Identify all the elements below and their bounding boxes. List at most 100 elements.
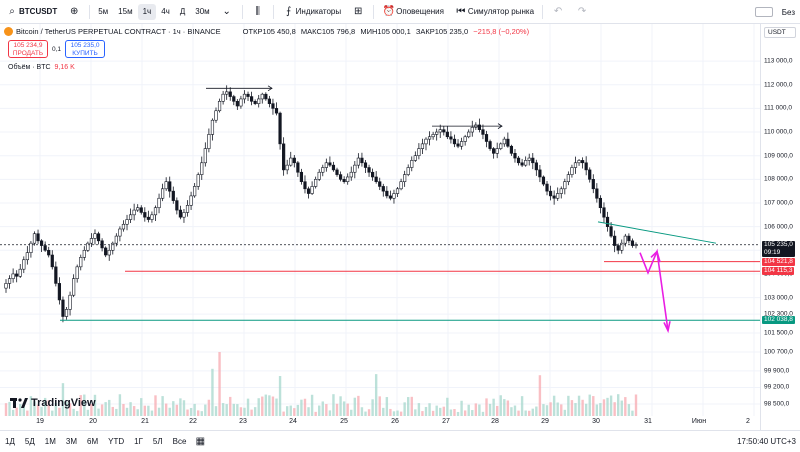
time-tick-label: 19 — [36, 418, 44, 425]
candle-body — [602, 207, 606, 218]
candle-body — [168, 181, 172, 192]
volume-bar — [503, 399, 506, 416]
time-tick-label: 24 — [289, 418, 297, 425]
volume-bar — [246, 398, 250, 416]
candle-body — [403, 174, 407, 183]
candle-body — [395, 188, 400, 194]
candle-body — [431, 134, 435, 138]
chart-type-button[interactable]: ⫼ — [246, 0, 270, 24]
alerts-button[interactable]: ⏰ Оповещения — [377, 0, 449, 24]
calendar-icon[interactable]: ▦ — [195, 436, 206, 447]
volume-bar — [250, 409, 253, 416]
candle-body — [296, 162, 300, 173]
volume-bar — [624, 397, 627, 416]
candle-body — [139, 207, 143, 213]
compare-button[interactable]: ⊕ — [62, 0, 86, 24]
interval-dropdown[interactable]: ⌄ — [215, 0, 239, 24]
volume-bar — [584, 403, 588, 416]
range-button[interactable]: 1Д — [5, 437, 15, 446]
templates-button[interactable]: ⊞ — [346, 0, 370, 24]
interval-15m[interactable]: 15м — [118, 7, 133, 16]
volume-bar — [403, 402, 406, 416]
volume-bar — [371, 399, 374, 416]
candle-body — [324, 162, 328, 168]
symbol-search[interactable]: ⌕ BTCUSDT — [0, 0, 62, 24]
candle-body — [566, 174, 570, 183]
candle-body — [495, 148, 499, 154]
volume-bar — [268, 395, 271, 416]
alerts-label: Оповещения — [396, 7, 444, 16]
volume-bar — [467, 404, 470, 416]
change-value: −215,8 (−0,20%) — [473, 27, 530, 36]
chart-pane[interactable] — [0, 24, 760, 434]
candle-body — [47, 249, 51, 256]
currency-select[interactable]: USDT — [764, 27, 796, 38]
volume-bar — [47, 400, 50, 416]
price-tick-label: 101 500,0 — [764, 329, 793, 337]
interval-4h[interactable]: 4ч — [161, 7, 170, 16]
volume-bar — [439, 407, 442, 416]
clock[interactable]: 17:50:40 UTC+3 — [737, 437, 796, 446]
top-toolbar: ⌕ BTCUSDT ⊕ 5м 15м 1ч 4ч Д 30м ⌄ ⫼ ⨍ Инд… — [0, 0, 800, 24]
candle-body — [39, 240, 44, 246]
range-button[interactable]: Все — [172, 437, 187, 446]
candle-body — [338, 174, 343, 180]
tradingview-logo[interactable]: TradingView — [10, 397, 96, 409]
volume-bar — [72, 408, 75, 416]
volume-bar — [531, 408, 534, 416]
price-chart[interactable] — [0, 24, 760, 434]
sell-price: 105 234,9 — [13, 42, 43, 49]
price-tick-label: 106 000,0 — [764, 223, 793, 231]
range-button[interactable]: 5Л — [152, 437, 163, 446]
open-value: ОТКР105 450,8 — [242, 27, 296, 36]
candle-body — [502, 138, 506, 145]
interval-5m[interactable]: 5м — [98, 7, 109, 16]
candle-body — [417, 148, 421, 156]
replay-button[interactable]: ⏮ Симулятор рынка — [449, 0, 539, 24]
volume-bar — [360, 407, 364, 416]
candle-body — [143, 212, 147, 218]
range-button[interactable]: 3М — [65, 437, 77, 446]
candle-body — [260, 93, 264, 100]
volume-bar — [164, 403, 168, 416]
sell-label: ПРОДАТЬ — [12, 50, 44, 57]
trendline — [597, 221, 717, 244]
candle-body — [89, 238, 94, 244]
range-button[interactable]: 1Г — [134, 437, 143, 446]
candle-body — [310, 186, 314, 194]
candle-body — [630, 240, 635, 246]
volume-bar — [382, 407, 385, 416]
redo-button[interactable]: ↷ — [570, 0, 594, 24]
volume-bar — [93, 394, 97, 416]
candle-body — [317, 171, 321, 180]
buy-button[interactable]: 105 235,0 КУПИТЬ — [65, 40, 106, 58]
range-button[interactable]: 6М — [87, 437, 99, 446]
volume-bar — [229, 396, 232, 416]
candle-body — [616, 245, 620, 251]
volume-bar — [125, 407, 129, 416]
range-button[interactable]: YTD — [108, 437, 125, 446]
candle-body — [449, 136, 453, 140]
range-button[interactable]: 1М — [44, 437, 56, 446]
candle-body — [43, 245, 47, 251]
volume-bar — [282, 411, 285, 416]
indicators-button[interactable]: ⨍ Индикаторы — [277, 0, 346, 24]
volume-bar — [410, 396, 413, 416]
candle-body — [214, 110, 218, 121]
undo-button[interactable]: ↶ — [546, 0, 570, 24]
currency-label: USDT — [768, 29, 786, 36]
volume-bar — [609, 395, 613, 416]
red-level-tag-1: 104 521,8 — [762, 257, 795, 266]
sell-button[interactable]: 105 234,9 ПРОДАТЬ — [8, 40, 48, 58]
price-tick-label: 113 000,0 — [764, 57, 793, 65]
interval-1h[interactable]: 1ч — [137, 3, 157, 20]
interval-30m[interactable]: 30м — [195, 7, 210, 16]
mode-toggle[interactable] — [754, 7, 773, 17]
price-axis[interactable] — [760, 24, 800, 434]
volume-bar — [367, 409, 371, 416]
date-ranges: 1Д 5Д 1М 3М 6М YTD 1Г 5Л Все — [0, 437, 191, 446]
divider — [241, 4, 243, 19]
candle-body — [520, 162, 524, 166]
interval-1d[interactable]: Д — [179, 7, 186, 16]
range-button[interactable]: 5Д — [24, 437, 35, 446]
